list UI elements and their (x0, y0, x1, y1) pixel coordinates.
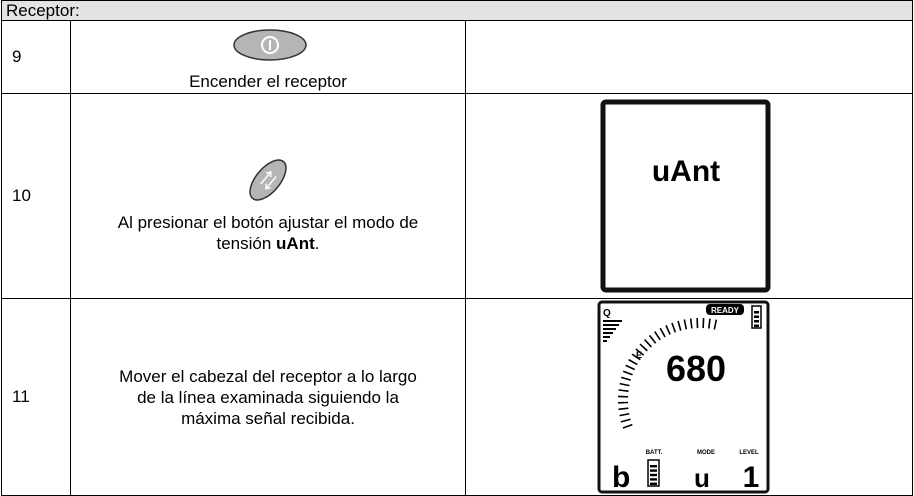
segment (644, 339, 652, 348)
lcd-label: BATT. (646, 450, 663, 456)
segment (631, 353, 641, 361)
segment (754, 324, 759, 327)
segment (619, 412, 630, 417)
step: 11 (12, 387, 30, 406)
segment (689, 318, 693, 329)
segment (713, 319, 718, 330)
segment (618, 407, 629, 411)
segment (671, 322, 677, 333)
lcd-label: Q (603, 308, 611, 319)
segment (622, 370, 633, 376)
lcd-value: u (694, 463, 710, 493)
segment (650, 465, 657, 468)
segment (754, 311, 759, 314)
segment (635, 348, 645, 356)
description-text: Al presionar el botón ajustar el modo de… (117, 213, 419, 253)
segment (620, 418, 631, 423)
segment (665, 325, 671, 335)
step: 10 (12, 186, 31, 205)
description: Al presionar el botón ajustar el modo de… (90, 212, 446, 254)
lcd-display (600, 99, 771, 293)
header-title: Receptor: (6, 1, 80, 20)
lcd-label: MODE (697, 450, 715, 456)
segment (650, 473, 657, 477)
segment (639, 343, 648, 352)
segment (618, 389, 629, 393)
segment (707, 318, 711, 329)
ready-badge (706, 304, 744, 315)
segment (619, 382, 630, 387)
arc-scale (618, 318, 718, 429)
signal-bars (603, 311, 759, 485)
segment (659, 327, 666, 338)
segment (683, 319, 688, 330)
description: Mover el cabezal del receptor a lo largo… (119, 366, 417, 428)
lcd-value: b (612, 461, 630, 494)
segment (754, 320, 759, 323)
segment (677, 320, 682, 331)
segment (650, 478, 657, 481)
segment (628, 358, 638, 366)
lcd-label: LEVEL (739, 450, 759, 456)
description-bold: uAnt (276, 234, 315, 253)
description-text: . (314, 234, 320, 253)
segment (625, 364, 636, 371)
lcd-value: 1 (743, 461, 760, 494)
arrow-button (249, 159, 287, 201)
lcd-label: E (636, 350, 642, 360)
segment (620, 376, 632, 381)
segment (648, 334, 657, 344)
lcd-display (597, 300, 770, 494)
lcd-label: READY (711, 306, 740, 315)
segment (650, 482, 657, 485)
lcd-reading: 680 (666, 348, 726, 389)
battery-icon (647, 459, 660, 487)
lcd-text: uAnt (652, 155, 720, 188)
description: Encender el receptor (189, 72, 347, 91)
segment (650, 469, 657, 472)
battery-icon (751, 305, 762, 329)
power-icon (261, 36, 279, 54)
segment (622, 423, 633, 429)
step: 9 (12, 47, 22, 66)
segment (754, 315, 759, 318)
segment (654, 331, 661, 341)
